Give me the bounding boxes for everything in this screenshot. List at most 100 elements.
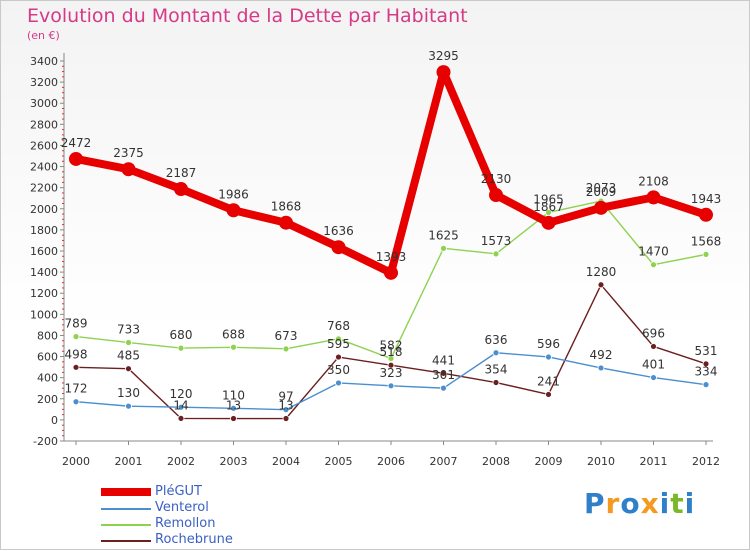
y-tick-label: 2000 — [30, 203, 58, 216]
logo-letter: r — [605, 487, 621, 520]
data-label: 3295 — [428, 49, 459, 63]
data-label: 673 — [275, 329, 298, 343]
series-point-0 — [384, 265, 398, 280]
y-tick-label: 400 — [37, 372, 58, 385]
series-point-3 — [335, 353, 342, 361]
y-tick-label: 1000 — [30, 308, 58, 321]
data-label: 401 — [642, 358, 665, 372]
x-tick-label: 2005 — [325, 455, 353, 468]
data-label: 1625 — [428, 228, 459, 242]
data-label: 733 — [117, 323, 140, 337]
data-label: 1280 — [586, 265, 617, 279]
series-point-2 — [440, 244, 447, 252]
data-label: 97 — [278, 390, 293, 404]
data-label: 2375 — [113, 146, 144, 160]
data-label: 1867 — [533, 200, 564, 214]
y-tick-label: 1800 — [30, 224, 58, 237]
series-point-1 — [545, 353, 552, 361]
logo-letter: t — [670, 487, 685, 520]
series-point-2 — [177, 344, 185, 352]
data-label: 13 — [278, 399, 293, 413]
data-label: 1965 — [533, 192, 564, 206]
series-point-3 — [492, 379, 500, 386]
series-point-3 — [282, 415, 290, 422]
series-point-0 — [489, 188, 503, 203]
data-label: 595 — [327, 337, 350, 351]
legend-label: PléGUT — [155, 484, 202, 499]
chart-title: Evolution du Montant de la Dette par Hab… — [27, 5, 468, 27]
series-point-1 — [597, 364, 605, 372]
series-point-1 — [650, 374, 657, 381]
data-label: 2108 — [638, 174, 669, 188]
series-point-1 — [177, 403, 185, 411]
series-point-3 — [702, 360, 710, 368]
legend-label: Remollon — [155, 516, 216, 531]
data-label: 596 — [537, 337, 560, 351]
data-label: 2073 — [586, 181, 617, 195]
logo-letter: i — [659, 487, 671, 520]
y-tick-label: 1400 — [30, 266, 58, 279]
series-point-2 — [282, 345, 290, 353]
legend-swatch — [101, 524, 151, 526]
series-point-2 — [125, 339, 132, 346]
series-point-0 — [174, 182, 188, 197]
series-point-1 — [230, 404, 237, 412]
series-point-2 — [387, 355, 395, 362]
series-point-1 — [72, 398, 80, 406]
data-label: 2187 — [166, 166, 197, 180]
x-tick-label: 2012 — [692, 455, 720, 468]
data-label: 2130 — [481, 172, 512, 186]
y-tick-label: 2200 — [30, 182, 58, 195]
data-label: 334 — [695, 365, 718, 379]
series-point-2 — [230, 343, 237, 351]
data-label: 130 — [117, 386, 140, 400]
series-point-0 — [436, 65, 451, 80]
series-point-3 — [597, 281, 605, 289]
series-point-1 — [335, 379, 342, 387]
x-tick-label: 2004 — [272, 455, 300, 468]
logo-letter: o — [620, 487, 641, 520]
data-label: 350 — [327, 363, 350, 377]
data-label: 241 — [537, 374, 560, 388]
data-label: 485 — [117, 349, 140, 363]
series-point-0 — [69, 151, 83, 166]
data-label: 2009 — [586, 185, 617, 199]
series-point-2 — [702, 250, 710, 258]
series-point-3 — [440, 369, 447, 377]
y-tick-label: 2600 — [30, 139, 58, 152]
data-label: 172 — [65, 382, 88, 396]
y-tick-label: 200 — [37, 393, 58, 406]
logo-letter: x — [640, 487, 660, 520]
series-point-0 — [226, 203, 241, 218]
x-tick-label: 2009 — [535, 455, 563, 468]
data-label: 1573 — [481, 234, 512, 248]
series-point-1 — [282, 406, 290, 414]
data-label: 768 — [327, 319, 350, 333]
series-point-2 — [650, 261, 657, 269]
legend-swatch — [101, 488, 151, 496]
series-point-2 — [335, 335, 342, 343]
series-point-2 — [545, 209, 552, 216]
x-tick-label: 2008 — [482, 455, 510, 468]
data-label: 120 — [170, 387, 193, 401]
x-tick-label: 2001 — [115, 455, 143, 468]
series-point-3 — [125, 365, 132, 373]
series-point-3 — [650, 343, 657, 350]
data-label: 441 — [432, 353, 455, 367]
data-label: 531 — [695, 344, 718, 358]
series-point-3 — [177, 415, 185, 422]
data-label: 680 — [170, 328, 193, 342]
data-label: 1943 — [691, 192, 722, 206]
data-label: 323 — [380, 366, 403, 380]
data-label: 498 — [65, 347, 88, 361]
proxiti-logo: Proxiti — [584, 487, 695, 520]
x-tick-label: 2007 — [430, 455, 458, 468]
series-point-1 — [125, 402, 132, 410]
series-point-2 — [72, 333, 80, 341]
series-point-0 — [699, 207, 713, 222]
x-tick-label: 2000 — [62, 455, 90, 468]
data-label: 1568 — [691, 234, 722, 248]
data-label: 14 — [173, 398, 188, 412]
